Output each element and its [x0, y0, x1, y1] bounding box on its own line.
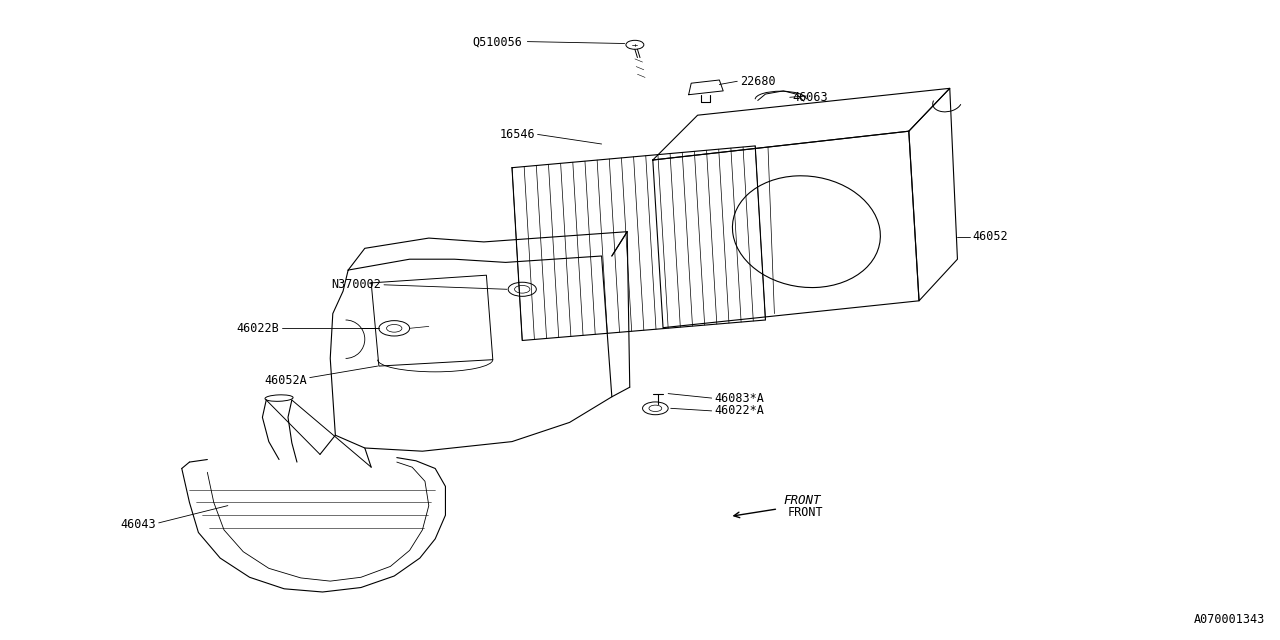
Text: A070001343: A070001343	[1193, 613, 1265, 626]
Text: 46063: 46063	[792, 91, 828, 104]
Text: 46043: 46043	[120, 518, 156, 531]
Text: FRONT: FRONT	[787, 506, 823, 518]
Text: Q510056: Q510056	[472, 35, 522, 48]
Text: 22680: 22680	[740, 75, 776, 88]
Text: 46022*A: 46022*A	[714, 404, 764, 417]
Text: 46052: 46052	[973, 230, 1009, 243]
Text: N370002: N370002	[332, 278, 381, 291]
Text: 46083*A: 46083*A	[714, 392, 764, 404]
Text: 46022B: 46022B	[237, 322, 279, 335]
Text: 16546: 16546	[499, 128, 535, 141]
Text: FRONT: FRONT	[783, 494, 820, 507]
Text: 46052A: 46052A	[265, 374, 307, 387]
